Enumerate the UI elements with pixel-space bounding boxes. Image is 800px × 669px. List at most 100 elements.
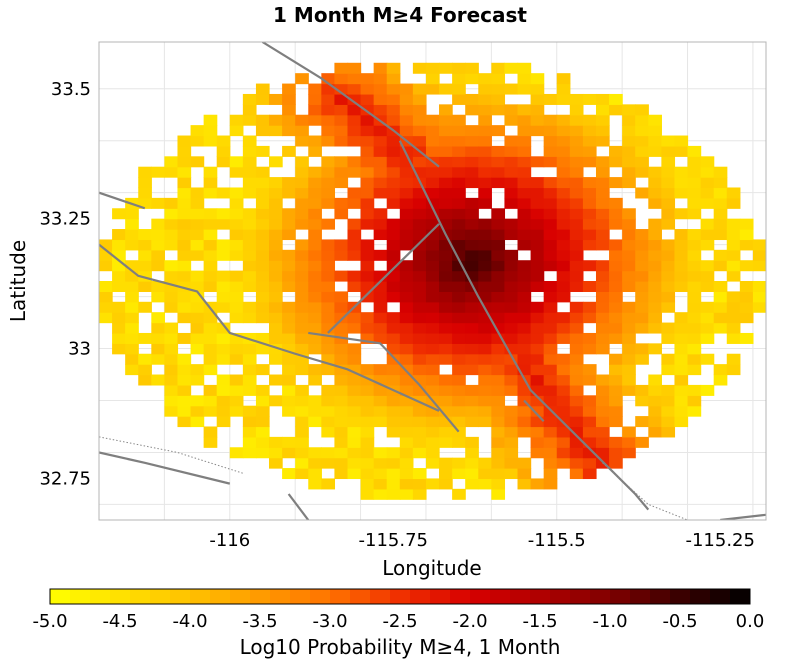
forecast-cell: [177, 301, 192, 313]
forecast-cell: [255, 187, 270, 199]
forecast-cell: [295, 416, 309, 428]
forecast-cell: [661, 281, 676, 292]
forecast-cell: [713, 364, 728, 376]
forecast-cell: [347, 353, 362, 365]
forecast-cell: [504, 218, 519, 230]
forecast-cell: [517, 353, 532, 365]
forecast-cell: [491, 229, 506, 241]
forecast-cell: [399, 332, 414, 344]
forecast-cell: [530, 281, 545, 292]
forecast-cell: [295, 125, 309, 137]
forecast-cell: [242, 156, 257, 168]
forecast-cell: [661, 239, 676, 251]
forecast-cell: [255, 436, 270, 448]
colorbar-tick-label: -3.5: [242, 611, 277, 632]
forecast-cell: [648, 374, 662, 386]
forecast-cell: [425, 447, 440, 459]
forecast-cell: [216, 291, 231, 303]
forecast-cell: [347, 93, 362, 105]
forecast-cell: [478, 125, 492, 137]
forecast-cell: [609, 457, 623, 469]
forecast-cell: [622, 239, 636, 251]
forecast-cell: [425, 229, 440, 241]
forecast-cell: [491, 395, 506, 407]
forecast-cell: [295, 260, 309, 272]
forecast-cell: [386, 343, 401, 355]
forecast-cell: [138, 374, 152, 386]
forecast-cell: [308, 416, 322, 428]
colorbar-tick-label: 0.0: [736, 611, 765, 632]
forecast-cell: [386, 457, 401, 469]
forecast-cell: [635, 312, 649, 324]
forecast-cell: [347, 135, 362, 147]
forecast-cell: [609, 145, 623, 157]
forecast-cell: [478, 343, 492, 355]
forecast-cell: [242, 364, 257, 376]
forecast-cell: [582, 447, 597, 459]
forecast-cell: [543, 208, 558, 220]
colorbar-tick-label: -2.0: [452, 611, 487, 632]
forecast-cell: [321, 156, 336, 168]
forecast-cell: [412, 405, 427, 417]
forecast-cell: [674, 332, 689, 344]
forecast-cell: [439, 416, 453, 428]
forecast-cell: [452, 291, 466, 303]
forecast-cell: [412, 374, 427, 386]
forecast-cell: [334, 249, 349, 261]
forecast-cell: [334, 73, 349, 85]
fault-line: [99, 243, 440, 412]
forecast-cell: [229, 301, 244, 313]
forecast-cell: [373, 145, 388, 157]
forecast-cell: [595, 447, 610, 459]
plot-frame: [98, 41, 767, 521]
forecast-cell: [399, 364, 414, 376]
forecast-cell: [321, 332, 336, 344]
forecast-cell: [308, 312, 322, 324]
fault-line: [523, 399, 545, 423]
forecast-cell: [334, 301, 349, 313]
forecast-cell: [282, 249, 296, 261]
forecast-cell: [491, 301, 506, 313]
forecast-cell: [478, 312, 492, 324]
forecast-cell: [465, 405, 479, 417]
forecast-cell: [569, 114, 584, 126]
forecast-cell: [582, 156, 597, 168]
forecast-cell: [295, 291, 309, 303]
forecast-cell: [439, 395, 453, 407]
forecast-cell: [622, 301, 636, 313]
forecast-cell: [164, 343, 179, 355]
forecast-cell: [308, 145, 322, 157]
forecast-cell: [595, 208, 610, 220]
forecast-cell: [295, 405, 309, 417]
y-tick-label: 33: [68, 339, 91, 360]
forecast-cell: [491, 447, 506, 459]
forecast-cell: [609, 281, 623, 292]
forecast-cell: [255, 229, 270, 241]
forecast-cell: [321, 114, 336, 126]
forecast-cell: [425, 62, 440, 74]
forecast-cell: [386, 114, 401, 126]
forecast-cell: [609, 104, 623, 116]
forecast-cell: [399, 301, 414, 313]
forecast-cell: [386, 73, 401, 85]
forecast-cell: [177, 291, 192, 303]
forecast-cell: [203, 281, 218, 292]
forecast-cell: [609, 447, 623, 459]
forecast-cell: [713, 197, 728, 209]
forecast-cell: [595, 260, 610, 272]
forecast-cell: [582, 436, 597, 448]
forecast-cell: [635, 353, 649, 365]
forecast-cell: [674, 187, 689, 199]
forecast-cell: [425, 343, 440, 355]
forecast-cell: [635, 301, 649, 313]
forecast-cell: [569, 229, 584, 241]
forecast-cell: [752, 249, 766, 261]
forecast-cell: [269, 114, 283, 126]
forecast-cell: [687, 332, 702, 344]
forecast-cell: [295, 436, 309, 448]
forecast-cell: [661, 177, 676, 189]
fault-line: [398, 140, 650, 511]
forecast-cell: [360, 395, 375, 407]
forecast-cell: [569, 93, 584, 105]
forecast-cell: [687, 208, 702, 220]
